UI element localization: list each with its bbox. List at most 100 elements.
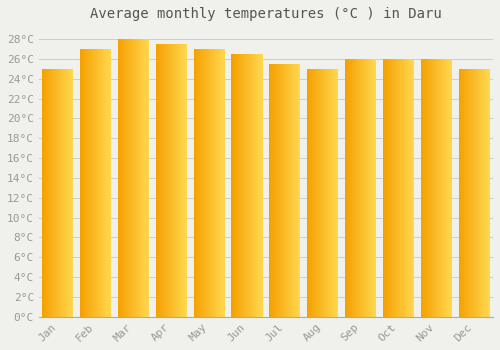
Bar: [362, 59, 363, 317]
Bar: [307, 69, 338, 317]
Bar: [458, 69, 459, 317]
Bar: [337, 69, 338, 317]
Bar: [270, 64, 300, 317]
Bar: [70, 69, 71, 317]
Bar: [371, 59, 372, 317]
Bar: [359, 59, 360, 317]
Bar: [239, 54, 240, 317]
Bar: [432, 59, 433, 317]
Bar: [331, 69, 332, 317]
Bar: [200, 49, 201, 317]
Bar: [146, 39, 147, 317]
Bar: [54, 69, 55, 317]
Bar: [386, 59, 387, 317]
Bar: [322, 69, 323, 317]
Bar: [400, 59, 401, 317]
Bar: [329, 69, 330, 317]
Bar: [393, 59, 394, 317]
Bar: [205, 49, 206, 317]
Bar: [349, 59, 350, 317]
Bar: [248, 54, 249, 317]
Bar: [475, 69, 476, 317]
Bar: [421, 59, 422, 317]
Bar: [274, 64, 275, 317]
Bar: [449, 59, 450, 317]
Bar: [391, 59, 392, 317]
Bar: [471, 69, 472, 317]
Bar: [435, 59, 436, 317]
Bar: [179, 44, 180, 317]
Bar: [123, 39, 124, 317]
Bar: [139, 39, 140, 317]
Bar: [100, 49, 101, 317]
Bar: [383, 59, 414, 317]
Bar: [421, 59, 452, 317]
Bar: [48, 69, 49, 317]
Bar: [441, 59, 442, 317]
Bar: [258, 54, 259, 317]
Bar: [346, 59, 347, 317]
Bar: [172, 44, 173, 317]
Bar: [102, 49, 103, 317]
Bar: [167, 44, 168, 317]
Bar: [120, 39, 121, 317]
Bar: [316, 69, 317, 317]
Bar: [407, 59, 408, 317]
Bar: [318, 69, 319, 317]
Bar: [370, 59, 371, 317]
Bar: [69, 69, 70, 317]
Bar: [467, 69, 468, 317]
Bar: [97, 49, 98, 317]
Bar: [488, 69, 489, 317]
Bar: [82, 49, 83, 317]
Bar: [232, 54, 233, 317]
Bar: [175, 44, 176, 317]
Bar: [282, 64, 283, 317]
Bar: [84, 49, 85, 317]
Bar: [272, 64, 273, 317]
Bar: [392, 59, 393, 317]
Bar: [143, 39, 144, 317]
Bar: [426, 59, 427, 317]
Bar: [470, 69, 471, 317]
Bar: [294, 64, 295, 317]
Bar: [42, 69, 74, 317]
Bar: [122, 39, 123, 317]
Bar: [220, 49, 221, 317]
Bar: [436, 59, 437, 317]
Bar: [332, 69, 333, 317]
Bar: [58, 69, 59, 317]
Bar: [295, 64, 296, 317]
Bar: [156, 44, 157, 317]
Bar: [347, 59, 348, 317]
Bar: [256, 54, 257, 317]
Bar: [368, 59, 369, 317]
Bar: [468, 69, 469, 317]
Bar: [55, 69, 56, 317]
Bar: [404, 59, 405, 317]
Bar: [284, 64, 285, 317]
Bar: [279, 64, 280, 317]
Bar: [448, 59, 449, 317]
Bar: [485, 69, 486, 317]
Bar: [429, 59, 430, 317]
Bar: [87, 49, 88, 317]
Bar: [401, 59, 402, 317]
Bar: [183, 44, 184, 317]
Bar: [283, 64, 284, 317]
Bar: [219, 49, 220, 317]
Bar: [68, 69, 69, 317]
Bar: [367, 59, 368, 317]
Bar: [245, 54, 246, 317]
Bar: [277, 64, 278, 317]
Bar: [194, 49, 195, 317]
Bar: [450, 59, 451, 317]
Bar: [373, 59, 374, 317]
Bar: [176, 44, 177, 317]
Bar: [109, 49, 110, 317]
Bar: [209, 49, 210, 317]
Bar: [334, 69, 335, 317]
Bar: [260, 54, 261, 317]
Bar: [214, 49, 215, 317]
Bar: [345, 59, 376, 317]
